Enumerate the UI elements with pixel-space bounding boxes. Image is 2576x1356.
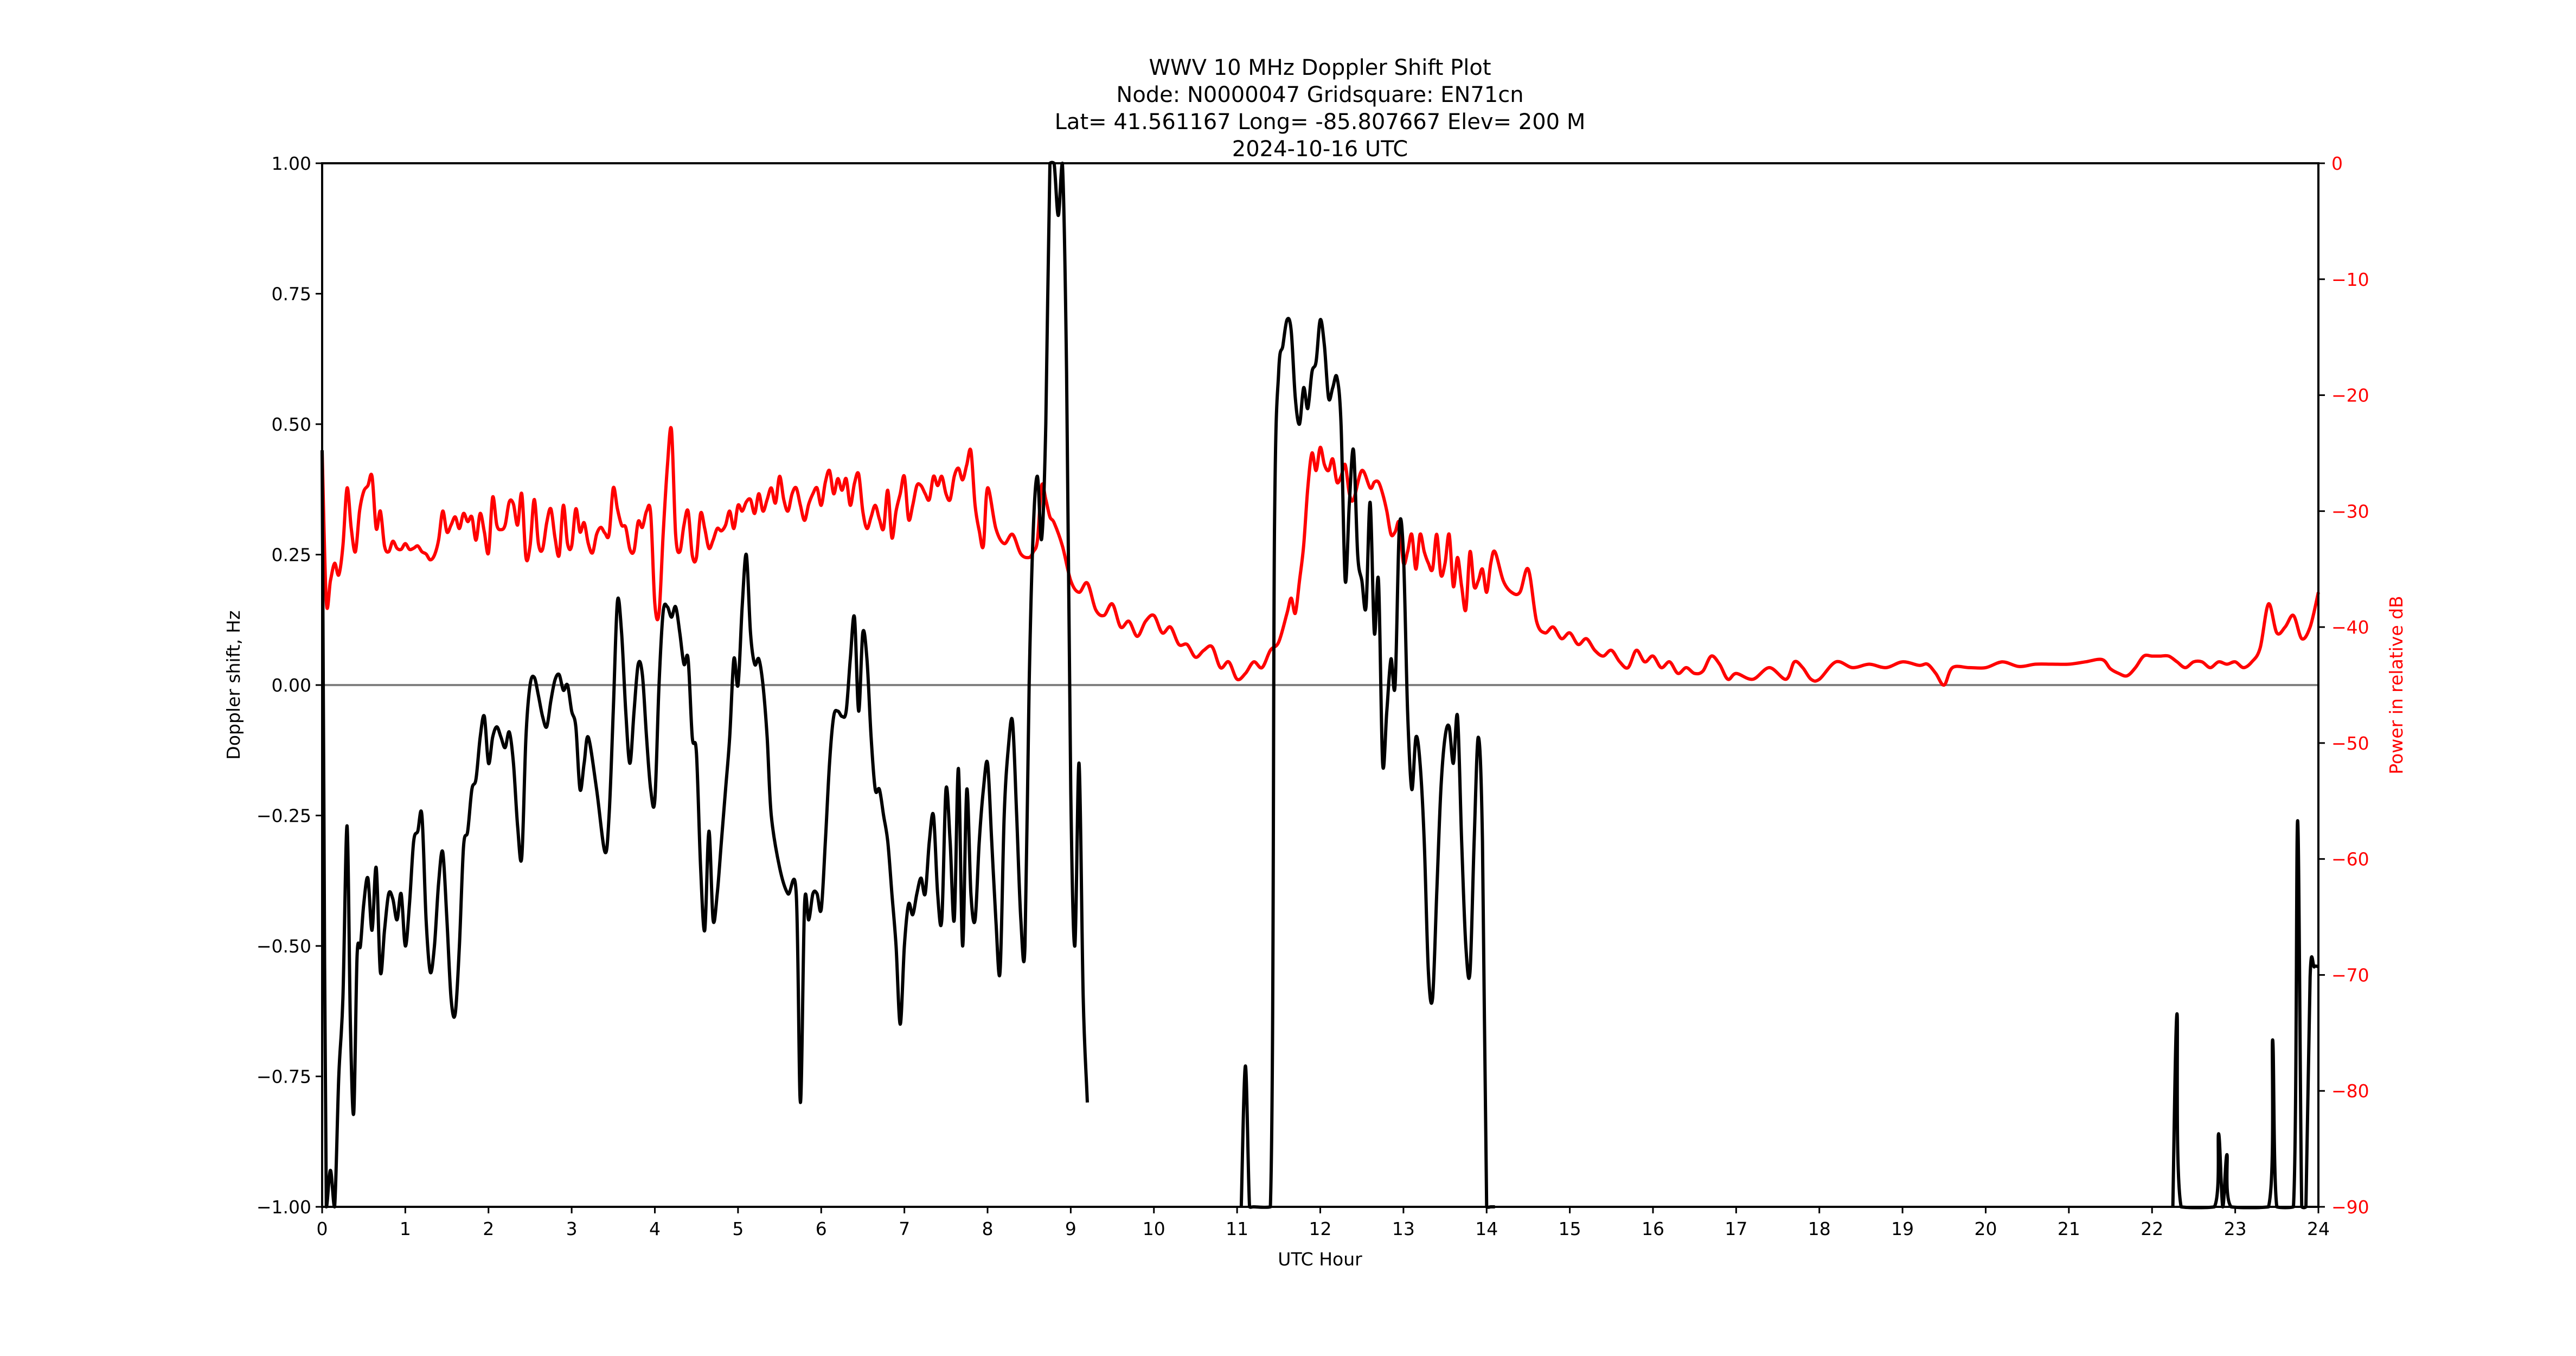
y-tick-label: 0.25 — [272, 545, 311, 566]
y-axis-right-ticks: 0 −10 −20 −30 −40 −50 −60 −70 −80 −90 — [2318, 153, 2369, 1218]
y-axis-left-label: Doppler shift, Hz — [223, 610, 244, 759]
x-tick-label: 7 — [899, 1218, 910, 1239]
y-axis-right-label: Power in relative dB — [2386, 596, 2407, 774]
y-right-tick-label: −20 — [2331, 385, 2369, 406]
y-right-tick-label: −30 — [2331, 501, 2369, 522]
title-line-2: Node: N0000047 Gridsquare: EN71cn — [1116, 82, 1523, 107]
y-tick-label: −0.50 — [257, 936, 311, 957]
y-tick-label: −0.25 — [257, 805, 311, 827]
x-tick-label: 10 — [1143, 1218, 1165, 1239]
x-tick-label: 19 — [1891, 1218, 1914, 1239]
x-tick-label: 15 — [1559, 1218, 1581, 1239]
x-tick-label: 20 — [1975, 1218, 1997, 1239]
y-tick-label: −1.00 — [257, 1197, 311, 1218]
y-tick-label: 0.50 — [272, 414, 311, 435]
y-tick-label: 0.00 — [272, 675, 311, 696]
x-tick-label: 13 — [1392, 1218, 1415, 1239]
x-tick-label: 17 — [1725, 1218, 1747, 1239]
title-line-4: 2024-10-16 UTC — [1232, 137, 1408, 162]
x-axis-ticks: 0 1 2 3 4 5 6 7 8 9 10 11 12 13 14 15 16 17 18 19 20 21 22 23 24 — [317, 1207, 2330, 1239]
y-tick-label: 1.00 — [272, 153, 311, 174]
y-right-tick-label: −90 — [2331, 1197, 2369, 1218]
title-line-3: Lat= 41.561167 Long= -85.807667 Elev= 20… — [1055, 110, 1586, 135]
x-tick-label: 0 — [317, 1218, 328, 1239]
x-tick-label: 21 — [2058, 1218, 2080, 1239]
x-tick-label: 8 — [982, 1218, 994, 1239]
x-tick-label: 5 — [732, 1218, 744, 1239]
figure-title: WWV 10 MHz Doppler Shift Plot Node: N000… — [1055, 55, 1586, 162]
x-tick-label: 2 — [483, 1218, 494, 1239]
x-tick-label: 22 — [2141, 1218, 2163, 1239]
y-right-tick-label: −60 — [2331, 849, 2369, 870]
x-tick-label: 18 — [1808, 1218, 1831, 1239]
x-axis-label: UTC Hour — [1278, 1249, 1362, 1270]
y-right-tick-label: −80 — [2331, 1080, 2369, 1102]
x-tick-label: 14 — [1475, 1218, 1498, 1239]
doppler-series-line — [321, 161, 1089, 1209]
y-right-tick-label: −70 — [2331, 964, 2369, 986]
x-tick-label: 9 — [1065, 1218, 1076, 1239]
y-tick-label: 0.75 — [272, 284, 311, 305]
y-right-tick-label: −40 — [2331, 617, 2369, 638]
x-tick-label: 4 — [649, 1218, 661, 1239]
x-tick-label: 24 — [2307, 1218, 2330, 1239]
y-right-tick-label: 0 — [2331, 153, 2343, 174]
x-tick-label: 3 — [566, 1218, 578, 1239]
y-right-tick-label: −50 — [2331, 733, 2369, 754]
x-tick-label: 11 — [1226, 1218, 1248, 1239]
x-tick-label: 12 — [1309, 1218, 1332, 1239]
power-series-line — [321, 426, 2320, 687]
doppler-series-line — [1239, 317, 1495, 1209]
x-tick-label: 1 — [400, 1218, 411, 1239]
x-tick-label: 23 — [2224, 1218, 2247, 1239]
y-axis-left-ticks: 1.00 0.75 0.50 0.25 0.00 −0.25 −0.50 −0.75 −1.00 — [257, 153, 322, 1218]
x-tick-label: 6 — [816, 1218, 827, 1239]
y-tick-label: −0.75 — [257, 1066, 311, 1088]
title-line-1: WWV 10 MHz Doppler Shift Plot — [1149, 55, 1491, 80]
y-right-tick-label: −10 — [2331, 269, 2369, 290]
x-tick-label: 16 — [1642, 1218, 1664, 1239]
